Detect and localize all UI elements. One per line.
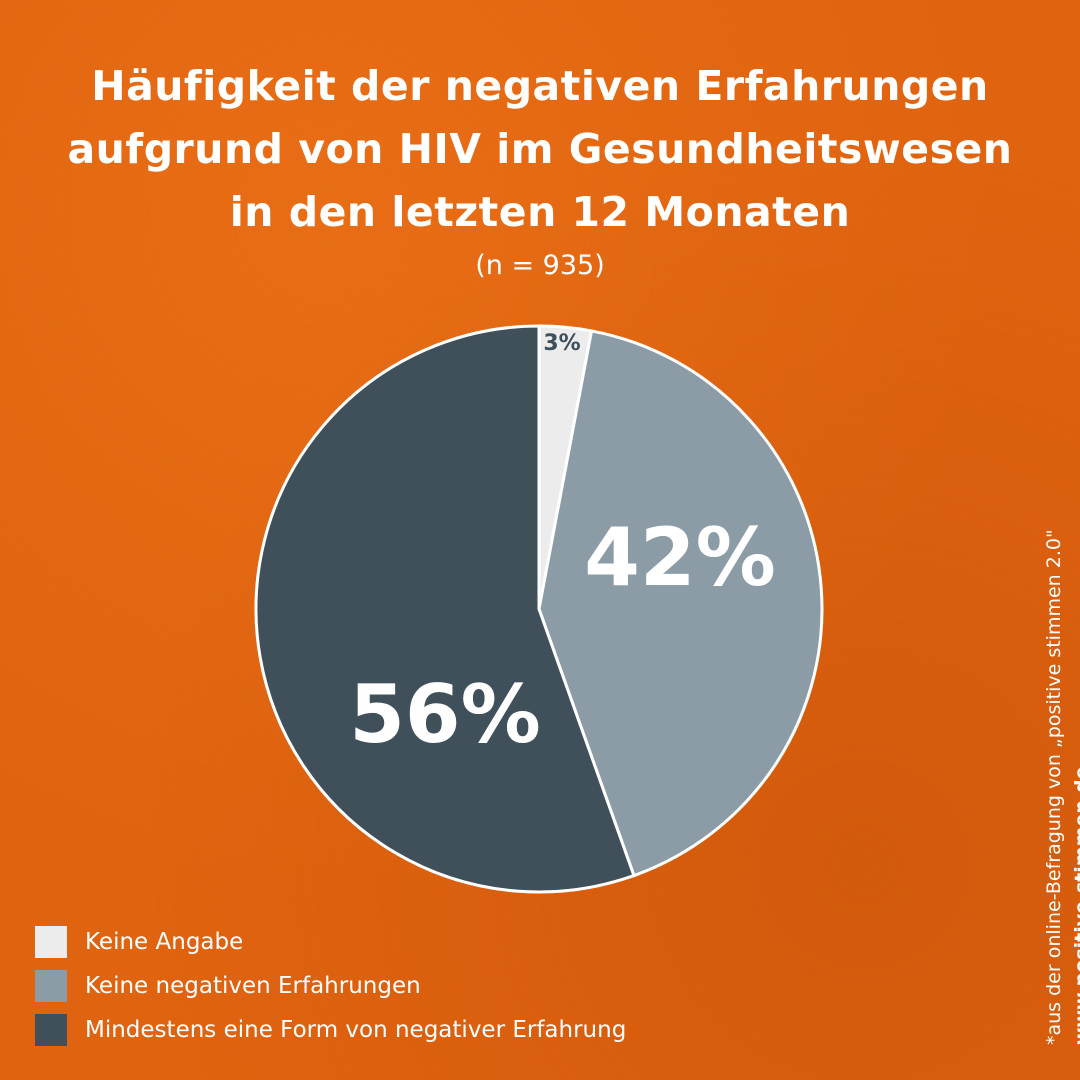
legend-swatch bbox=[35, 926, 67, 958]
data-label: 56% bbox=[349, 668, 540, 761]
legend-label: Keine Angabe bbox=[85, 929, 244, 955]
legend: Keine Angabe Keine negativen Erfahrungen M… bbox=[35, 920, 626, 1052]
legend-swatch bbox=[35, 1014, 67, 1046]
title-line: Häufigkeit der negativen Erfahrungen bbox=[91, 62, 989, 110]
data-label: 42% bbox=[584, 511, 775, 604]
footnote: *aus der online-Befragung von „positive … bbox=[1043, 529, 1065, 1045]
legend-item: Keine negativen Erfahrungen bbox=[35, 964, 626, 1008]
legend-label: Mindestens eine Form von negativer Erfah… bbox=[85, 1017, 627, 1043]
chart-title: Häufigkeit der negativen Erfahrungen auf… bbox=[0, 55, 1080, 244]
pie-slice bbox=[537, 329, 824, 878]
sample-size: (n = 935) bbox=[475, 250, 605, 281]
source-note: *aus der online-Befragung von „positive … bbox=[1040, 529, 1080, 1045]
title-line: in den letzten 12 Monaten bbox=[229, 188, 851, 236]
pie-slice bbox=[254, 324, 636, 894]
data-label: 3% bbox=[543, 331, 580, 356]
legend-swatch bbox=[35, 970, 67, 1002]
legend-label: Keine negativen Erfahrungen bbox=[85, 973, 421, 999]
website-link[interactable]: www.positive-stimmen.de bbox=[1071, 766, 1080, 1045]
legend-item: Keine Angabe bbox=[35, 920, 626, 964]
legend-item: Mindestens eine Form von negativer Erfah… bbox=[35, 1008, 626, 1052]
title-line: aufgrund von HIV im Gesundheitswesen bbox=[67, 125, 1013, 173]
